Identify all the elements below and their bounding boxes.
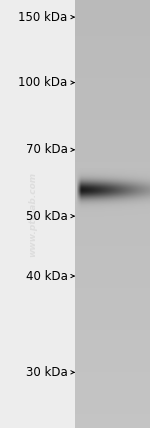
Text: 40 kDa: 40 kDa (26, 270, 74, 282)
Text: 100 kDa: 100 kDa (18, 76, 74, 89)
Text: 70 kDa: 70 kDa (26, 143, 74, 156)
Bar (0, 0, 75, 428)
Text: 30 kDa: 30 kDa (26, 366, 74, 379)
Text: 150 kDa: 150 kDa (18, 11, 74, 24)
Text: www.ptglab.com: www.ptglab.com (28, 172, 38, 256)
Text: 50 kDa: 50 kDa (26, 210, 74, 223)
